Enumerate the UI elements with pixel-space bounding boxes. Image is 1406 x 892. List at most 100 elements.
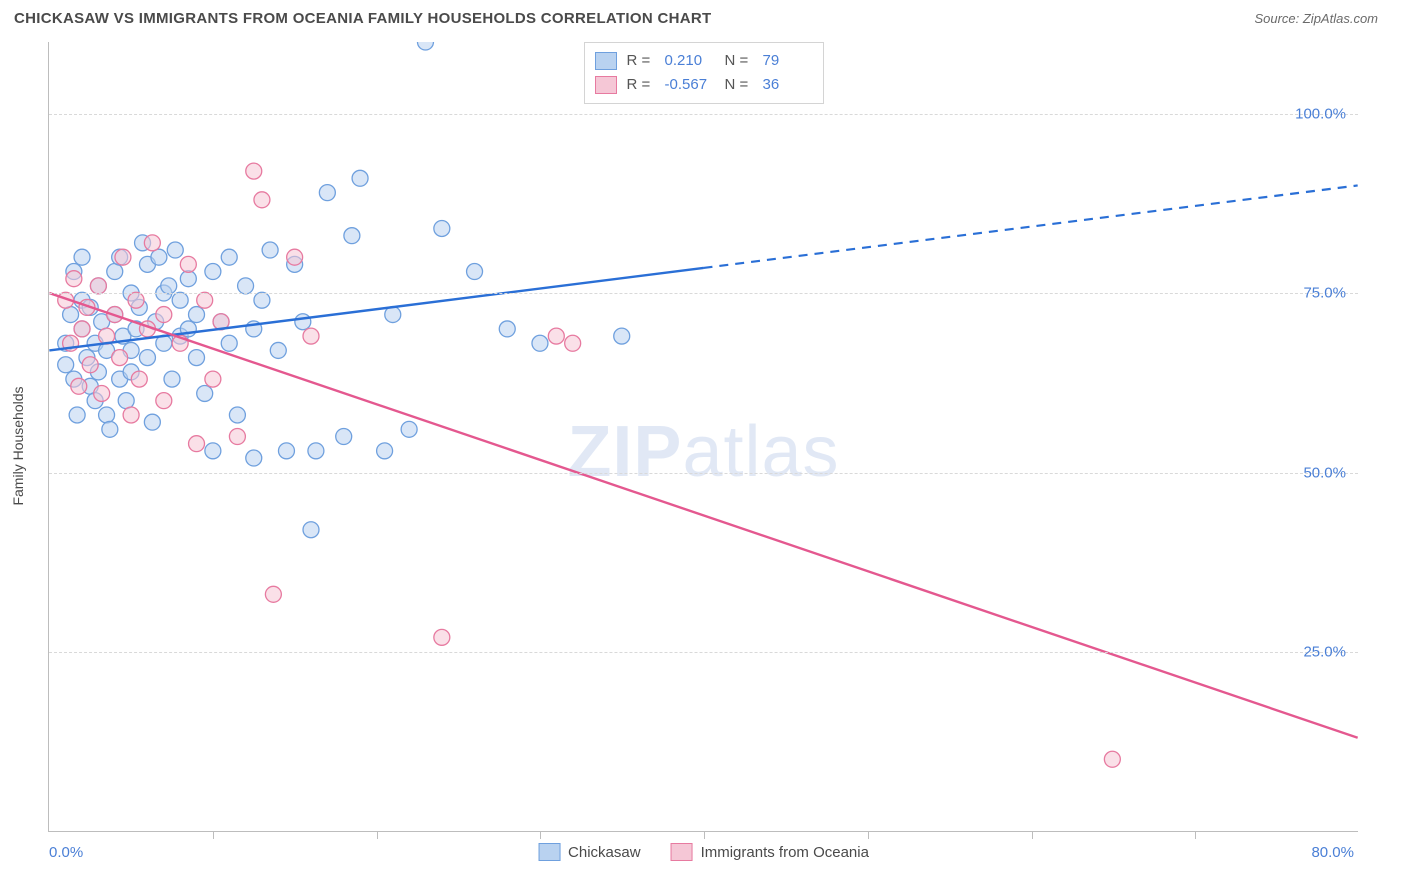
watermark: ZIPatlas — [567, 411, 839, 493]
y-tick-label: 50.0% — [1303, 464, 1346, 481]
scatter-point — [135, 235, 151, 251]
bottom-legend: ChickasawImmigrants from Oceania — [538, 843, 869, 861]
scatter-point — [90, 278, 106, 294]
scatter-point — [66, 371, 82, 387]
scatter-point — [139, 321, 155, 337]
scatter-point — [172, 328, 188, 344]
scatter-point — [66, 271, 82, 287]
stats-row: R =0.210N =79 — [595, 49, 813, 73]
scatter-point — [434, 221, 450, 237]
scatter-point — [118, 393, 134, 409]
scatter-point — [287, 256, 303, 272]
r-value: 0.210 — [665, 49, 715, 73]
x-tick — [1195, 831, 1196, 839]
scatter-point — [148, 314, 164, 330]
scatter-point — [205, 443, 221, 459]
scatter-point — [139, 256, 155, 272]
chart-header: CHICKASAW VS IMMIGRANTS FROM OCEANIA FAM… — [0, 0, 1406, 33]
scatter-point — [197, 292, 213, 308]
scatter-point — [352, 170, 368, 186]
scatter-point — [161, 278, 177, 294]
scatter-point — [156, 307, 172, 323]
legend-item: Immigrants from Oceania — [671, 843, 869, 861]
y-tick-label: 25.0% — [1303, 644, 1346, 661]
scatter-point — [144, 235, 160, 251]
scatter-point — [172, 292, 188, 308]
scatter-point — [287, 249, 303, 265]
n-value: 36 — [763, 73, 813, 97]
scatter-point — [74, 321, 90, 337]
scatter-point — [63, 307, 79, 323]
scatter-point — [58, 335, 74, 351]
scatter-point — [532, 335, 548, 351]
scatter-point — [303, 522, 319, 538]
scatter-point — [71, 378, 87, 394]
scatter-point — [254, 292, 270, 308]
stats-row: R = -0.567 N = 36 — [595, 73, 813, 97]
scatter-point — [319, 185, 335, 201]
chart-title: CHICKASAW VS IMMIGRANTS FROM OCEANIA FAM… — [14, 10, 711, 27]
scatter-point — [189, 436, 205, 452]
scatter-point — [614, 328, 630, 344]
x-tick — [1032, 831, 1033, 839]
scatter-point — [99, 342, 115, 358]
n-label: N = — [725, 49, 753, 73]
scatter-point — [548, 328, 564, 344]
scatter-point — [115, 328, 131, 344]
scatter-point — [295, 314, 311, 330]
r-label: R = — [627, 73, 655, 97]
scatter-point — [156, 335, 172, 351]
scatter-point — [74, 292, 90, 308]
scatter-point — [434, 629, 450, 645]
scatter-point — [58, 357, 74, 373]
scatter-point — [112, 371, 128, 387]
x-tick — [213, 831, 214, 839]
scatter-point — [94, 385, 110, 401]
scatter-point — [270, 342, 286, 358]
scatter-point — [107, 307, 123, 323]
watermark-bold: ZIP — [567, 412, 682, 492]
scatter-point — [197, 385, 213, 401]
scatter-point — [278, 443, 294, 459]
scatter-point — [229, 429, 245, 445]
scatter-point — [90, 278, 106, 294]
legend-swatch — [671, 843, 693, 861]
trend-line — [49, 268, 703, 350]
scatter-point — [66, 264, 82, 280]
chart-source: Source: ZipAtlas.com — [1254, 11, 1378, 26]
x-tick — [377, 831, 378, 839]
scatter-point — [499, 321, 515, 337]
scatter-point — [99, 407, 115, 423]
r-label: R = — [627, 49, 655, 73]
trend-line-dashed — [704, 185, 1358, 267]
scatter-point — [467, 264, 483, 280]
scatter-point — [180, 321, 196, 337]
scatter-point — [82, 357, 98, 373]
n-label: N = — [725, 73, 753, 97]
scatter-point — [112, 350, 128, 366]
x-tick-label: 0.0% — [49, 844, 83, 861]
r-value: -0.567 — [665, 73, 715, 97]
x-tick — [704, 831, 705, 839]
scatter-point — [79, 299, 95, 315]
scatter-point — [565, 335, 581, 351]
scatter-point — [213, 314, 229, 330]
scatter-point — [99, 328, 115, 344]
x-tick — [868, 831, 869, 839]
y-tick-label: 100.0% — [1295, 105, 1346, 122]
scatter-point — [131, 299, 147, 315]
scatter-point — [1104, 751, 1120, 767]
scatter-point — [74, 321, 90, 337]
y-tick-label: 75.0% — [1303, 285, 1346, 302]
scatter-point — [344, 228, 360, 244]
scatter-point — [128, 292, 144, 308]
watermark-rest: atlas — [682, 412, 839, 492]
scatter-point — [123, 364, 139, 380]
plot-area: ZIPatlas R =0.210N =79R =-0.567N =36 Chi… — [48, 42, 1358, 832]
scatter-point — [164, 371, 180, 387]
scatter-point — [180, 271, 196, 287]
scatter-point — [131, 371, 147, 387]
legend-label: Immigrants from Oceania — [701, 844, 869, 861]
scatter-point — [213, 314, 229, 330]
scatter-point — [254, 192, 270, 208]
